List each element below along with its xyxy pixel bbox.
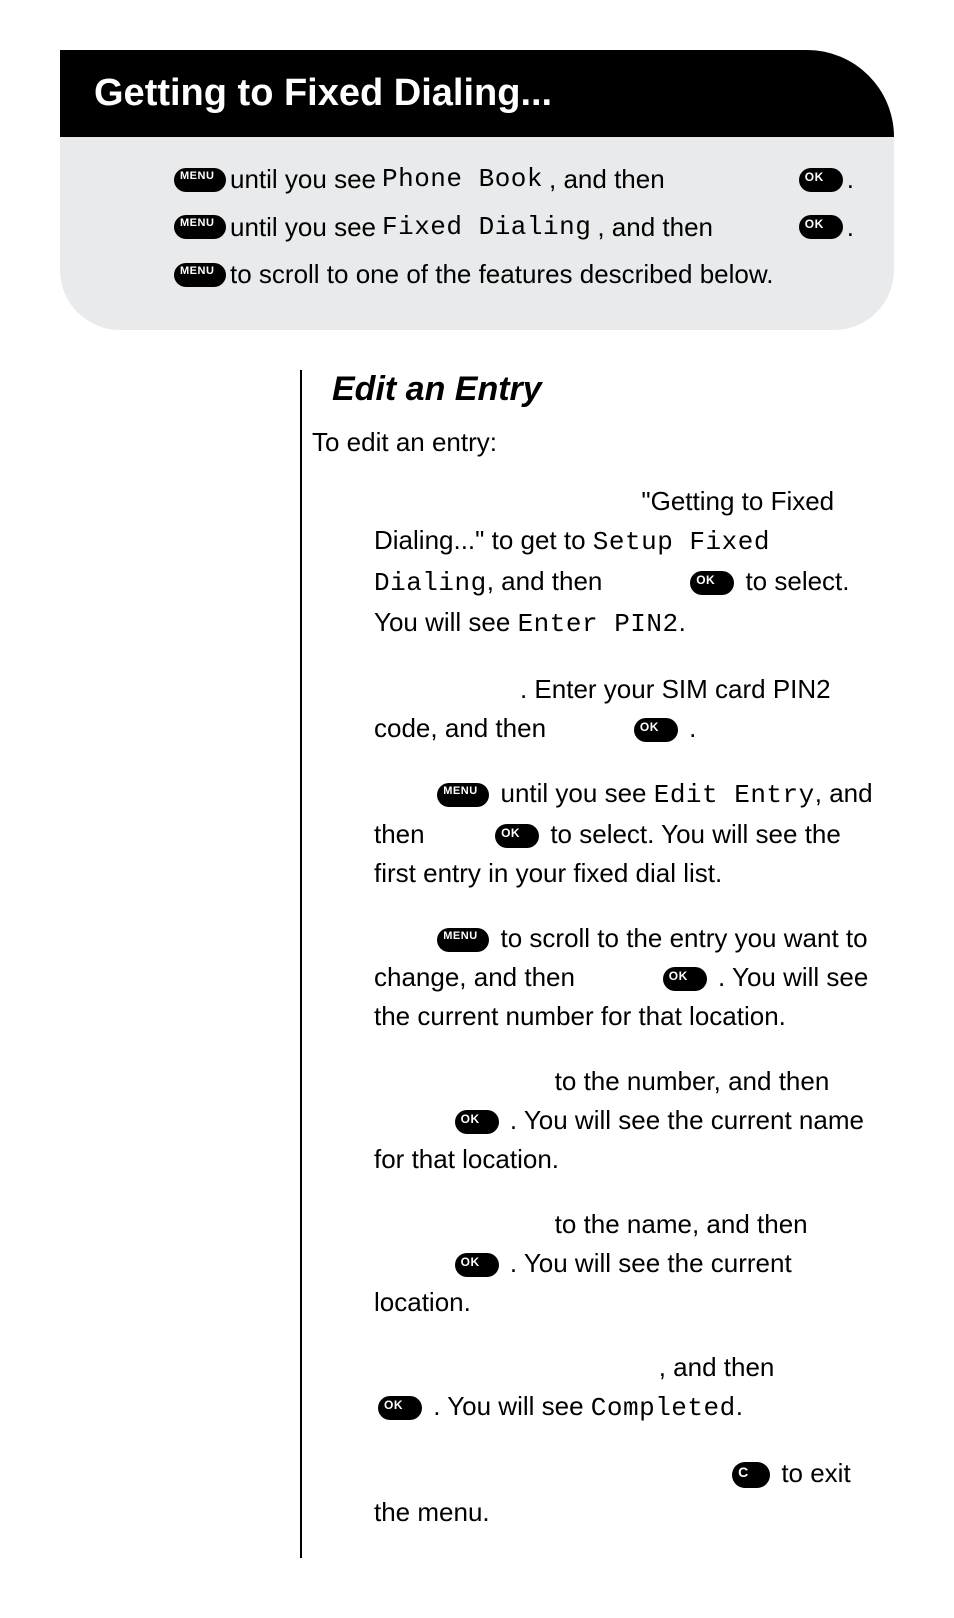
grey-text: .: [847, 159, 854, 201]
step-text: . You will see the current location.: [374, 1248, 792, 1317]
grey-text: .: [847, 207, 854, 249]
ok-icon: OK: [799, 168, 843, 192]
step-text: , and then: [487, 566, 610, 596]
ok-icon: OK: [378, 1396, 422, 1420]
left-column: [60, 370, 300, 1558]
grey-text: , and then: [597, 207, 713, 249]
intro-text: To edit an entry:: [312, 427, 884, 458]
step-text: to select. You will see the first entry …: [374, 819, 841, 888]
step-text: to exit the menu.: [374, 1458, 851, 1527]
step-text: . You will see: [433, 1391, 591, 1421]
menu-icon: MENU: [437, 928, 489, 952]
ok-icon: OK: [455, 1110, 499, 1134]
step-text: to the number, and then: [555, 1066, 830, 1096]
ok-icon: OK: [663, 967, 707, 991]
grey-line-3: MENU to scroll to one of the features de…: [170, 254, 860, 296]
step-5: XXXXXXXXXX to the number, and then XXXX …: [332, 1062, 884, 1179]
section-header-text: Getting to Fixed Dialing...: [94, 72, 552, 114]
lcd-text: Fixed Dialing: [382, 207, 591, 249]
section-body: Edit an Entry To edit an entry: XXXXXXXX…: [60, 370, 894, 1558]
grey-line-1: MENU until you see Phone Book , and then…: [170, 159, 860, 201]
grey-instruction-box: MENU until you see Phone Book , and then…: [60, 137, 894, 330]
lcd-text: Phone Book: [382, 159, 543, 201]
lcd-text: Completed: [591, 1393, 736, 1423]
ok-icon: OK: [455, 1253, 499, 1277]
header-wrap: Getting to Fixed Dialing... MENU until y…: [60, 50, 894, 330]
ok-icon: OK: [634, 718, 678, 742]
c-icon: C: [732, 1462, 770, 1488]
ok-icon: OK: [495, 824, 539, 848]
step-text: .: [679, 607, 686, 637]
grey-text: until you see: [230, 207, 376, 249]
step-text: to the name, and then: [555, 1209, 808, 1239]
right-column: Edit an Entry To edit an entry: XXXXXXXX…: [300, 370, 894, 1558]
grey-line-2: MENU until you see Fixed Dialing , and t…: [170, 207, 860, 249]
lcd-text: Enter PIN2: [518, 609, 679, 639]
ok-icon: OK: [799, 215, 843, 239]
step-4: XXX MENU to scroll to the entry you want…: [332, 919, 884, 1036]
step-6: XXXXXXXXXX to the name, and then XXXX OK…: [332, 1205, 884, 1322]
step-text: . Enter your SIM card PIN2 code, and the…: [374, 674, 831, 743]
step-2: XXXXXXXX . Enter your SIM card PIN2 code…: [332, 670, 884, 748]
subheading: Edit an Entry: [332, 370, 884, 409]
section-header: Getting to Fixed Dialing...: [60, 50, 894, 137]
grey-text: until you see: [230, 159, 376, 201]
menu-icon: MENU: [174, 168, 226, 192]
menu-icon: MENU: [437, 783, 489, 807]
step-text: until you see: [501, 778, 654, 808]
lcd-text: Edit Entry: [654, 780, 815, 810]
grey-text: , and then: [549, 159, 665, 201]
menu-icon: MENU: [174, 263, 226, 287]
menu-icon: MENU: [174, 215, 226, 239]
step-3: XXX MENU until you see Edit Entry, and t…: [332, 774, 884, 893]
step-text: . You will see the current name for that…: [374, 1105, 864, 1174]
grey-text: to scroll to one of the features describ…: [230, 254, 773, 296]
ok-icon: OK: [690, 571, 734, 595]
step-7: XXXXXXXXXXXXXXXX , and then XXXX OK . Yo…: [332, 1348, 884, 1428]
step-text: .: [736, 1391, 743, 1421]
step-text: .: [689, 713, 696, 743]
step-1: XXXXXXXXXXXXXXX "Getting to Fixed Dialin…: [332, 482, 884, 644]
step-text: , and then: [659, 1352, 782, 1382]
